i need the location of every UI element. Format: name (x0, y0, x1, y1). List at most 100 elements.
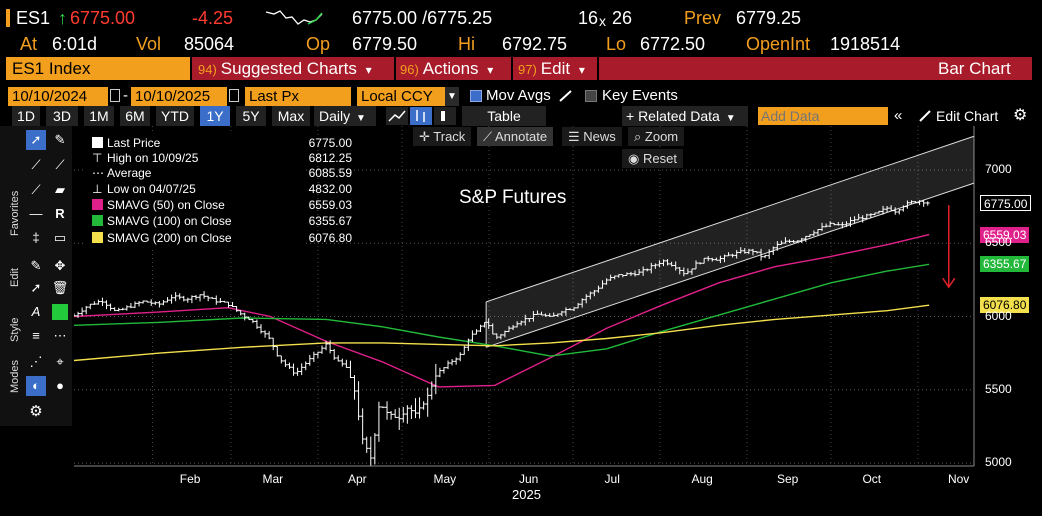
prev-label: Prev (684, 8, 722, 28)
security-field[interactable]: ES1 Index (6, 57, 190, 80)
edit-menu[interactable]: 97) Edit ▾ (518, 57, 585, 80)
annotate-button[interactable]: ⟋ Annotate (477, 127, 554, 146)
annotation-arrow-head (942, 277, 956, 289)
menu-number: 97) (518, 62, 537, 77)
gear-icon[interactable]: ⚙ (1013, 107, 1028, 124)
modes-section-label: Modes (9, 359, 21, 393)
period-ytd[interactable]: YTD (156, 106, 194, 126)
frequency-label: Daily (319, 108, 351, 124)
key-events-checkbox[interactable] (585, 90, 597, 102)
calendar-icon[interactable] (229, 89, 239, 102)
pen-icon[interactable]: ✎ (54, 132, 66, 147)
calendar-icon[interactable] (110, 89, 120, 102)
start-date-field[interactable]: 10/10/2024 (8, 87, 108, 106)
command-bar (6, 57, 1032, 80)
currency-select[interactable]: Local CCY (357, 87, 445, 106)
add-data-input[interactable] (758, 107, 888, 125)
y-tick-label: 7000 (985, 161, 1012, 176)
line-style-icon[interactable]: ⋯ (53, 328, 67, 343)
actions-menu[interactable]: 96) Actions ▾ (400, 57, 493, 80)
line-width-icon[interactable]: ≡ (32, 328, 40, 343)
y-tick-label: 6000 (985, 308, 1012, 323)
fib-icon[interactable]: ‡ (32, 230, 40, 245)
mov-avgs-checkbox[interactable] (470, 90, 482, 102)
edit-section-label: Edit (9, 268, 21, 287)
net-change: -4.25 (192, 8, 234, 28)
legend-value: 4832.00 (308, 182, 352, 196)
table-button[interactable]: Table (462, 106, 546, 126)
retracement-icon[interactable]: R (55, 206, 65, 221)
size-separator: x (599, 13, 606, 29)
legend-label: Low on 04/07/25 (107, 182, 196, 196)
ray-icon[interactable]: ⟋ (55, 157, 65, 172)
low-price: 6772.50 (640, 34, 706, 54)
mode-icon[interactable]: ◐ (26, 376, 46, 396)
dotted-line-icon[interactable]: ⋰ (29, 354, 43, 369)
period-1d[interactable]: 1D (12, 106, 40, 126)
zoom-button[interactable]: ⌕ Zoom (628, 127, 685, 146)
high-marker-icon: ⊤ (92, 151, 103, 165)
high-price: 6792.75 (502, 34, 568, 54)
brush-icon[interactable]: ✎ (30, 258, 42, 273)
crosshair-icon[interactable]: ⌖ (56, 354, 64, 369)
legend-box (86, 133, 304, 249)
swatch (92, 232, 103, 243)
frequency-select[interactable]: Daily ▼ (314, 106, 376, 126)
bid-ask: 6775.00 /6775.25 (352, 8, 493, 28)
key-events-label: Key Events (602, 87, 678, 104)
period-3d[interactable]: 3D (46, 106, 78, 126)
trendline-icon[interactable]: ⟋ (31, 157, 41, 172)
trash-icon[interactable]: 🗑 (51, 280, 69, 295)
y-tick-label: 5000 (985, 455, 1012, 470)
select-icon[interactable]: ➚ (30, 280, 42, 295)
pencil-icon[interactable] (558, 89, 574, 103)
period-6m[interactable]: 6M (120, 106, 150, 126)
text-style-icon[interactable]: A (31, 304, 41, 319)
palette-icon[interactable]: ● (56, 378, 64, 393)
horizontal-line-icon[interactable]: — (29, 206, 43, 221)
zoom-label: Zoom (644, 129, 679, 144)
collapse-icon[interactable]: « (894, 107, 903, 124)
legend-label: Last Price (107, 136, 161, 150)
caret-down-icon: ▾ (487, 63, 494, 77)
cursor-icon[interactable]: ➚ (26, 130, 46, 150)
period-5y[interactable]: 5Y (236, 106, 266, 126)
period-max[interactable]: Max (272, 106, 310, 126)
suggested-charts-menu[interactable]: 94) Suggested Charts ▾ (198, 57, 372, 80)
news-button[interactable]: ☰ News (562, 127, 622, 146)
price-field-select[interactable]: Last Px (245, 87, 351, 106)
x-tick-label: Sep (776, 472, 799, 486)
segment-icon[interactable]: ⟋ (31, 182, 41, 197)
related-data-label: + Related Data (626, 108, 720, 124)
favorites-label: Favorites (9, 190, 21, 236)
x-tick-label: Feb (179, 472, 201, 486)
move-icon[interactable]: ✥ (54, 258, 66, 273)
caret-down-icon: ▾ (365, 63, 372, 77)
bar-chart-icon[interactable] (410, 107, 432, 125)
related-data-button[interactable]: + Related Data ▼ (622, 106, 748, 126)
candle-chart-icon[interactable] (434, 107, 456, 125)
period-1y[interactable]: 1Y (200, 106, 230, 126)
last-price: 6775.00 (70, 8, 136, 28)
line-chart-icon[interactable] (386, 107, 408, 125)
price-tag: 6775.00 (980, 194, 1032, 211)
legend-average: ⋯ Average 6085.59 (92, 166, 352, 181)
period-1m[interactable]: 1M (84, 106, 114, 126)
reset-button[interactable]: ◉ Reset (622, 149, 683, 168)
legend-label: SMAVG (100) on Close (107, 214, 232, 228)
divider (394, 57, 396, 80)
divider (597, 57, 599, 80)
price-tag: 6355.67 (980, 256, 1030, 273)
color-swatch[interactable] (52, 304, 68, 320)
x-tick-label: Nov (947, 472, 970, 486)
edit-chart-button[interactable]: Edit Chart (936, 108, 999, 124)
rectangle-icon[interactable]: ▭ (53, 230, 67, 245)
currency-dropdown-icon[interactable]: ▼ (445, 87, 459, 106)
end-date-field[interactable]: 10/10/2025 (131, 87, 227, 106)
volume-label: Vol (136, 34, 162, 54)
prev-close: 6779.25 (736, 8, 802, 28)
track-button[interactable]: ✛ Track (413, 127, 472, 146)
channel-icon[interactable]: ▰ (55, 182, 65, 197)
settings-icon[interactable]: ⚙ (29, 403, 43, 420)
x-tick-label: Mar (262, 472, 284, 486)
